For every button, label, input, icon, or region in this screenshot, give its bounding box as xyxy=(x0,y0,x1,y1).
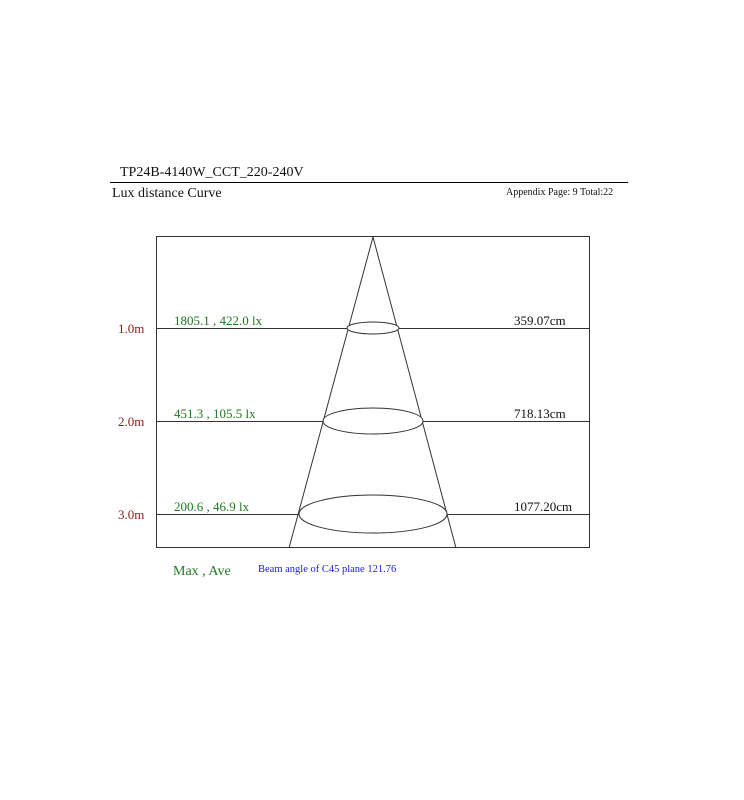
chart-subtitle: Lux distance Curve xyxy=(112,186,222,201)
distance-label: 3.0m xyxy=(118,507,145,522)
beam-angle-label: Beam angle of C45 plane 121.76 xyxy=(258,564,397,575)
diameter-label: 1077.20cm xyxy=(514,499,573,514)
distance-label: 2.0m xyxy=(118,414,145,429)
lux-value-label: 200.6 , 46.9 lx xyxy=(174,499,250,514)
beam-ellipse xyxy=(346,321,400,335)
document-title: TP24B-4140W_CCT_220-240V xyxy=(120,165,304,180)
cone-left-edge xyxy=(288,236,374,549)
beam-ellipse xyxy=(298,494,448,534)
beam-ellipse xyxy=(322,407,424,435)
page-info: Appendix Page: 9 Total:22 xyxy=(506,187,614,198)
cone-right-edge xyxy=(372,236,457,549)
diameter-label: 718.13cm xyxy=(514,406,566,421)
lux-value-label: 451.3 , 105.5 lx xyxy=(174,406,256,421)
diameter-label: 359.07cm xyxy=(514,313,566,328)
legend-label: Max , Ave xyxy=(173,564,231,579)
distance-label: 1.0m xyxy=(118,321,145,336)
title-divider xyxy=(110,182,628,183)
plot-frame xyxy=(156,236,590,548)
lux-value-label: 1805.1 , 422.0 lx xyxy=(174,313,263,328)
